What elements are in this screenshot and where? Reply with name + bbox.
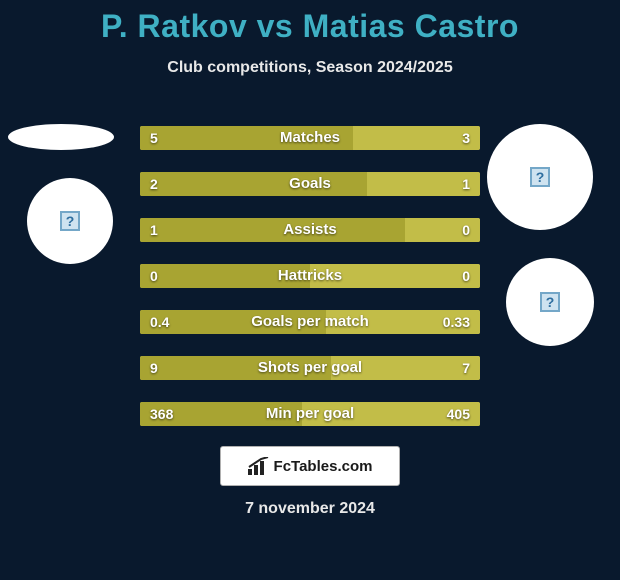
player-right-avatar-1: ? [487,124,593,230]
stat-row: 00Hattricks [140,264,480,288]
snapshot-date: 7 november 2024 [0,500,620,518]
stat-value-left: 9 [150,356,158,380]
stat-bar-left [140,264,310,288]
stat-value-right: 0.33 [443,310,470,334]
stats-bars: 53Matches21Goals10Assists00Hattricks0.40… [140,126,480,448]
stat-value-left: 1 [150,218,158,242]
stat-bar-right [353,126,481,150]
page-subtitle: Club competitions, Season 2024/2025 [0,59,620,77]
player-left-ellipse [8,124,114,150]
stat-row: 0.40.33Goals per match [140,310,480,334]
stat-value-right: 7 [462,356,470,380]
player-left-avatar: ? [27,178,113,264]
stat-bar-right [310,264,480,288]
placeholder-icon: ? [60,211,80,231]
stat-bar-right [331,356,480,380]
stat-row: 368405Min per goal [140,402,480,426]
stat-bar-left [140,172,367,196]
stat-value-right: 405 [447,402,470,426]
player-right-avatar-2: ? [506,258,594,346]
stat-value-right: 0 [462,264,470,288]
stat-value-left: 2 [150,172,158,196]
stat-row: 21Goals [140,172,480,196]
placeholder-icon: ? [540,292,560,312]
stat-row: 97Shots per goal [140,356,480,380]
placeholder-icon: ? [530,167,550,187]
stat-value-left: 0.4 [150,310,169,334]
stat-value-left: 5 [150,126,158,150]
stat-bar-left [140,218,405,242]
stat-row: 53Matches [140,126,480,150]
stat-value-right: 3 [462,126,470,150]
page-title: P. Ratkov vs Matias Castro [0,0,620,45]
stat-value-left: 368 [150,402,173,426]
site-logo-text: FcTables.com [274,458,373,475]
stat-row: 10Assists [140,218,480,242]
stat-bar-left [140,356,331,380]
stat-value-right: 0 [462,218,470,242]
stat-bar-left [140,126,353,150]
chart-icon [248,457,270,475]
site-logo: FcTables.com [220,446,400,486]
stat-value-right: 1 [462,172,470,196]
stat-value-left: 0 [150,264,158,288]
